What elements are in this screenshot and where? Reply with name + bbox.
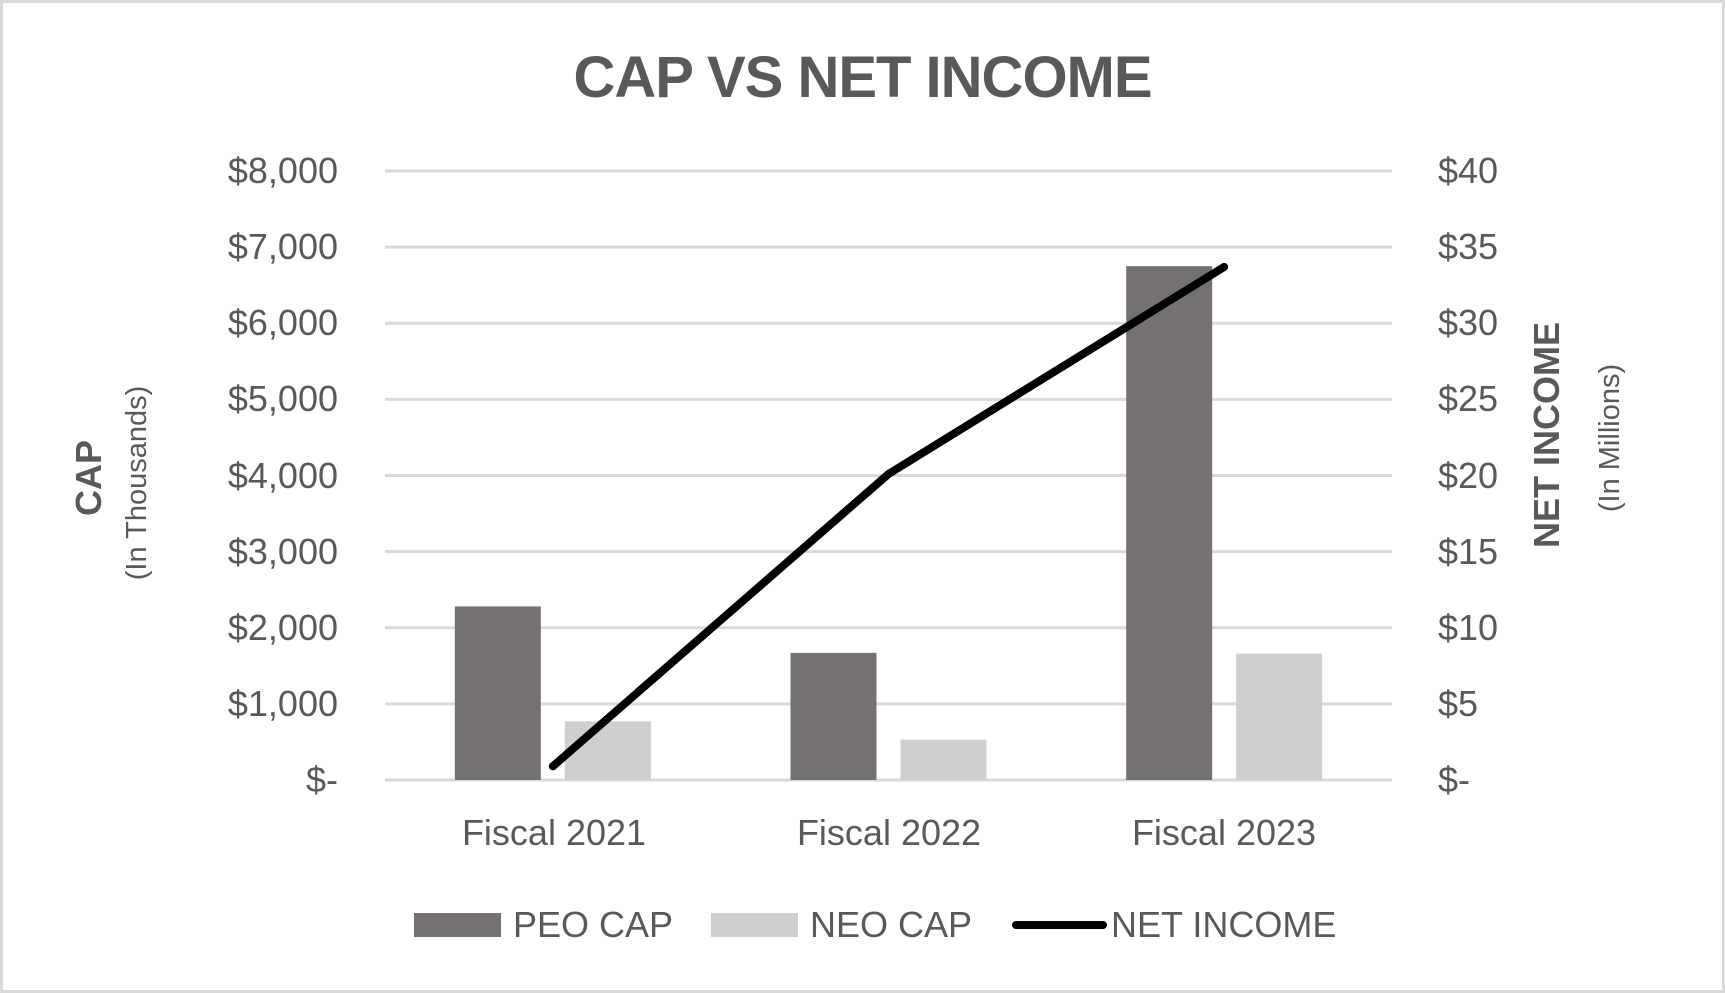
- right-axis-tick-label: $30: [1438, 302, 1499, 344]
- left-axis-tick-label: $4,000: [227, 454, 338, 496]
- bar-peo-cap: [454, 606, 541, 780]
- left-axis-tick-label: $-: [305, 759, 338, 800]
- x-category-label: Fiscal 2021: [461, 812, 647, 853]
- right-axis-tick-label: $25: [1438, 378, 1499, 420]
- right-axis-tick-label: $15: [1438, 530, 1499, 572]
- bar-neo-cap: [1236, 653, 1323, 780]
- legend-label: NET INCOME: [1111, 904, 1337, 945]
- right-axis-tick-label: $-: [1438, 759, 1471, 800]
- legend-item-neo-cap: NEO CAP: [711, 904, 973, 945]
- right-axis-tick-label: $5: [1438, 682, 1479, 724]
- bar-peo-cap: [1126, 266, 1213, 780]
- right-axis-tick-label: $10: [1438, 606, 1499, 648]
- right-axis-tick-label: $40: [1438, 150, 1499, 191]
- right-axis-tick-label: $35: [1438, 226, 1499, 268]
- left-axis-tick-label: $8,000: [227, 150, 338, 191]
- left-axis-subtitle: (In Thousands): [121, 385, 153, 581]
- right-axis-subtitle: (In Millions): [1594, 363, 1626, 513]
- x-category-label: Fiscal 2022: [796, 812, 982, 853]
- left-axis-tick-label: $6,000: [227, 302, 338, 344]
- bar-peo-cap: [790, 652, 877, 780]
- legend-item-peo-cap: PEO CAP: [414, 904, 674, 945]
- right-axis-tick-label: $20: [1438, 454, 1499, 496]
- bar-neo-cap: [900, 739, 987, 780]
- legend-swatch-peo: [414, 913, 501, 937]
- line-net-income: [548, 262, 1229, 771]
- chart-title: CAP VS NET INCOME: [573, 45, 1152, 110]
- left-axis-tick-label: $7,000: [227, 226, 338, 268]
- left-axis-tick-label: $5,000: [227, 378, 338, 420]
- legend-label: PEO CAP: [513, 904, 674, 945]
- right-axis-title: NET INCOME: [1526, 322, 1567, 549]
- legend-swatch-neo: [711, 913, 798, 937]
- left-axis-tick-label: $3,000: [227, 530, 338, 572]
- left-axis-title: CAP: [68, 440, 109, 517]
- legend-item-net-income: NET INCOME: [1012, 904, 1337, 945]
- legend-line-net-income: [1012, 921, 1107, 929]
- left-axis-tick-label: $1,000: [227, 682, 338, 724]
- left-axis-tick-label: $2,000: [227, 606, 338, 648]
- bar-neo-cap: [564, 721, 651, 780]
- x-category-label: Fiscal 2023: [1131, 812, 1317, 853]
- legend-label: NEO CAP: [810, 904, 973, 945]
